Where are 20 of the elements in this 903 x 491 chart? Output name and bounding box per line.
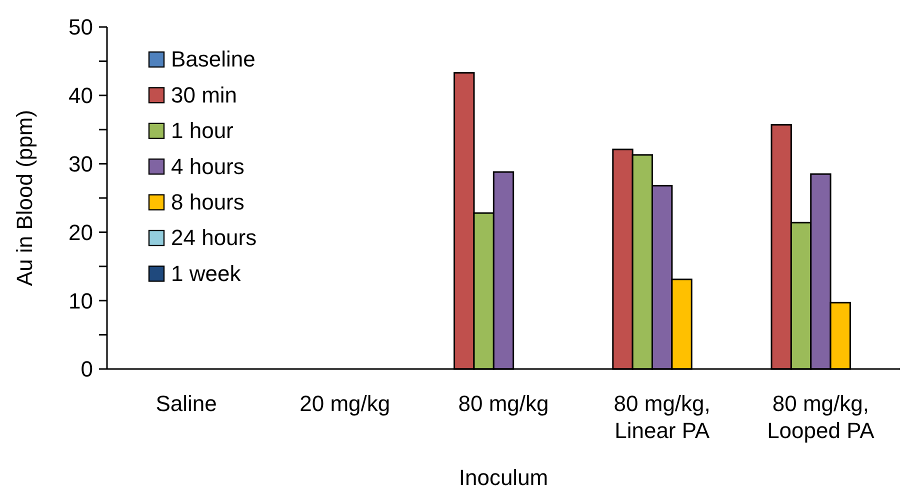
x-tick-label: Saline	[156, 391, 217, 416]
legend-label: Baseline	[171, 46, 256, 72]
legend-label: 1 hour	[171, 118, 234, 144]
y-tick-label: 40	[68, 83, 93, 108]
x-tick-label: 20 mg/kg	[300, 391, 390, 416]
legend-label: 24 hours	[171, 225, 257, 250]
y-tick-label: 50	[68, 14, 93, 40]
y-tick-label: 10	[68, 288, 93, 314]
y-tick-label: 30	[68, 152, 93, 176]
legend-label: 4 hours	[171, 154, 244, 179]
y-tick-label: 20	[68, 220, 93, 245]
legend-label: 8 hours	[171, 190, 244, 214]
y-tick-label: 0	[80, 356, 93, 382]
x-axis-title: Inoculum	[458, 465, 548, 490]
legend-label: 30 min	[171, 82, 238, 108]
x-tick-label: 80 mg/kg, Looped PA	[767, 391, 875, 443]
y-axis-title: Au in Blood (ppm)	[12, 110, 37, 286]
legend-label: 1 week	[171, 260, 242, 286]
x-tick-label: 80 mg/kg, Linear PA	[614, 391, 710, 443]
x-tick-label: 80 mg/kg	[458, 391, 549, 416]
